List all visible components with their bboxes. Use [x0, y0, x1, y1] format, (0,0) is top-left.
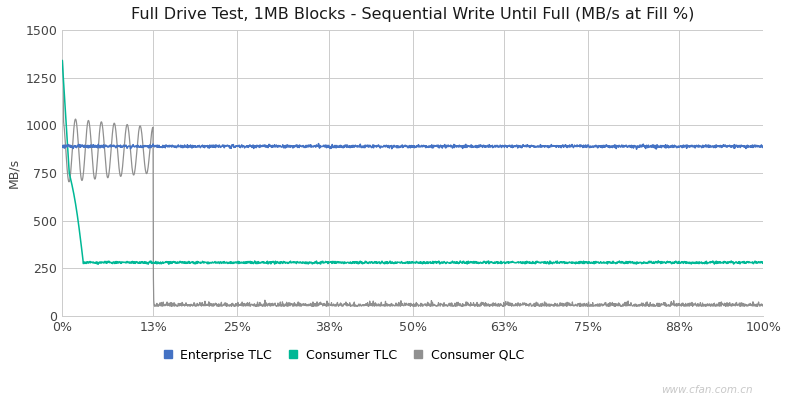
Legend: Enterprise TLC, Consumer TLC, Consumer QLC: Enterprise TLC, Consumer TLC, Consumer Q…	[156, 344, 529, 367]
Y-axis label: MB/s: MB/s	[7, 158, 20, 188]
Title: Full Drive Test, 1MB Blocks - Sequential Write Until Full (MB/s at Fill %): Full Drive Test, 1MB Blocks - Sequential…	[131, 7, 694, 22]
Text: www.cfan.com.cn: www.cfan.com.cn	[661, 385, 753, 395]
